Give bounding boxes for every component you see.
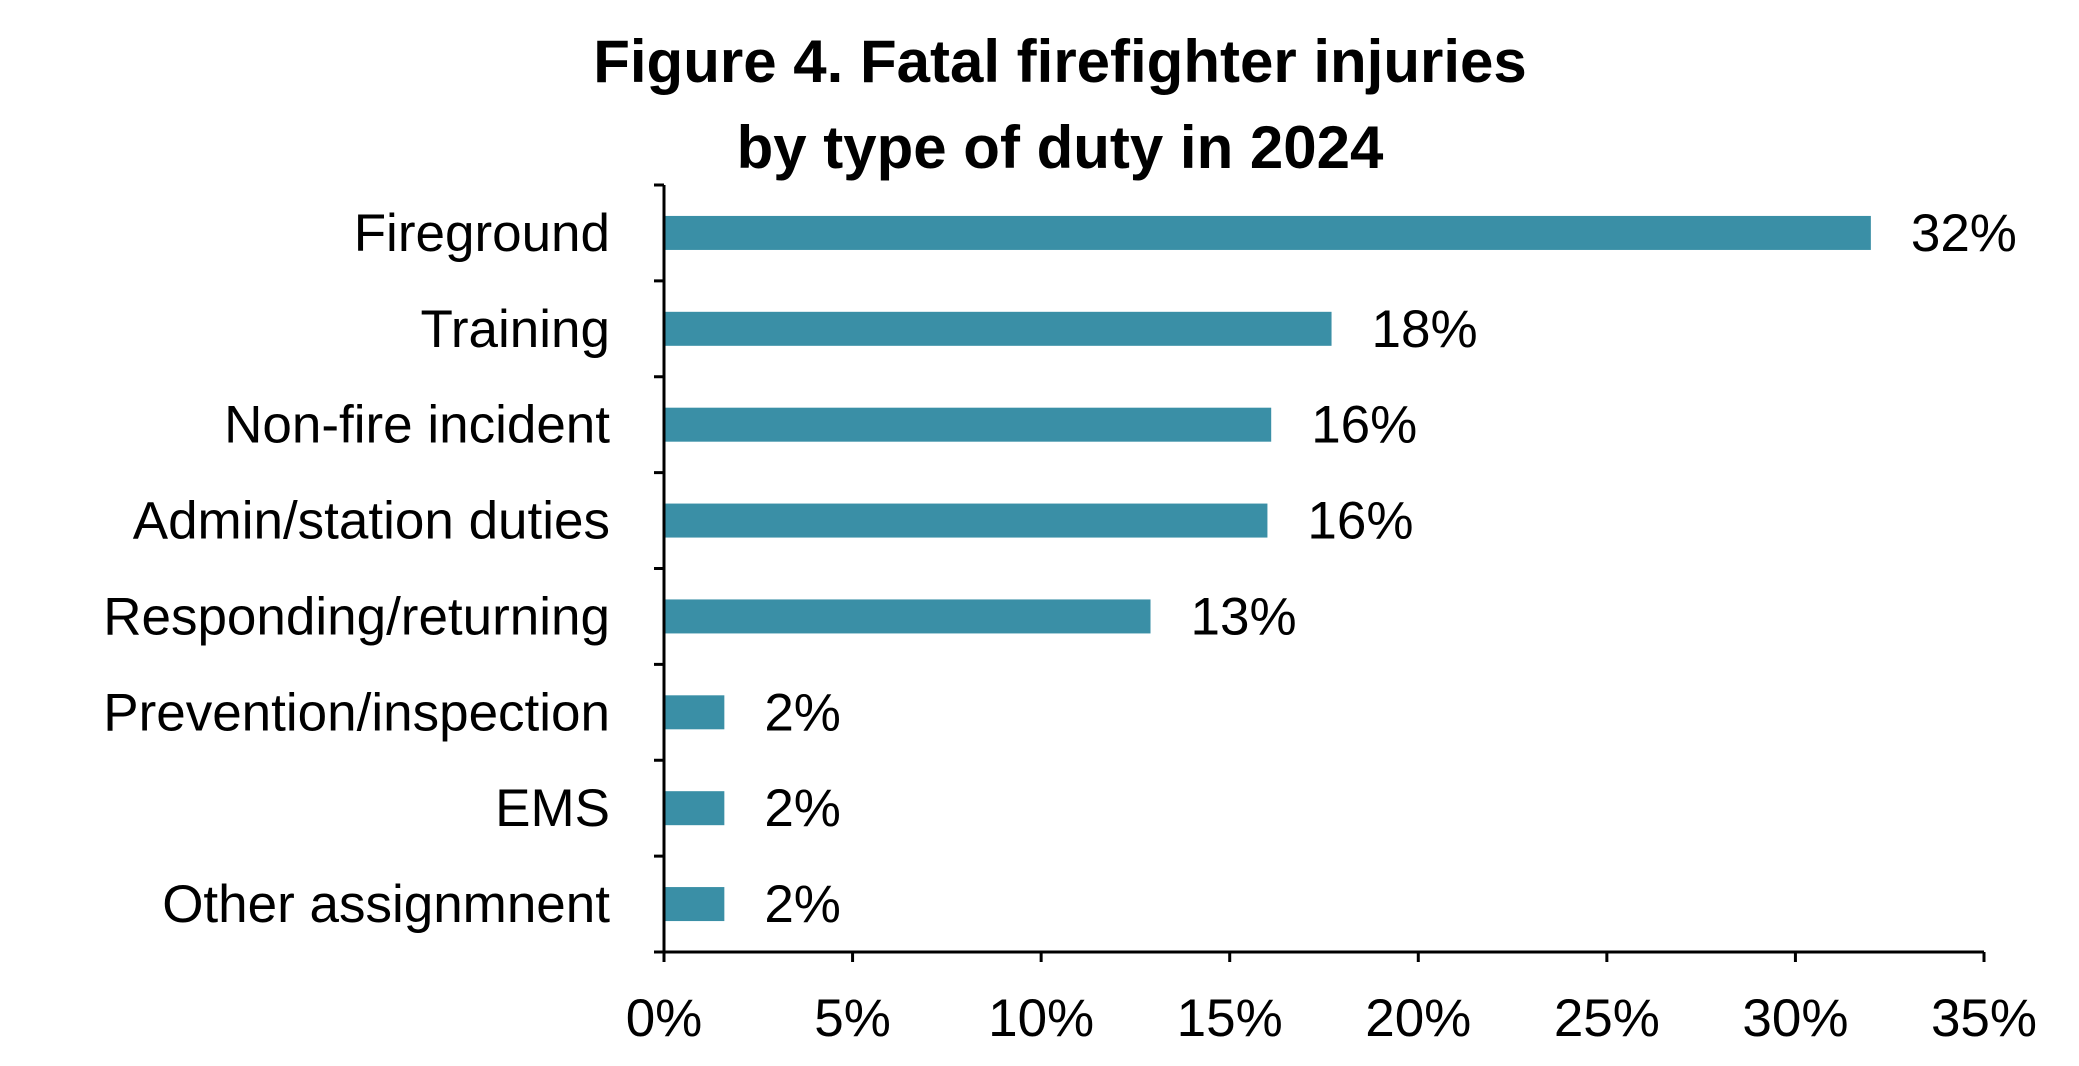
x-tick-label-6: 30% [1742, 989, 1848, 1048]
data-label-2: 18% [1372, 300, 1478, 359]
bar-3 [664, 407, 1272, 442]
data-label-4: 16% [1307, 492, 1413, 551]
data-label-8: 2% [764, 875, 841, 934]
category-label-5: Responding/returning [103, 587, 610, 646]
bar-7 [664, 791, 725, 826]
bar-8 [664, 887, 725, 922]
category-label-2: Training [420, 300, 610, 359]
category-label-7: EMS [495, 779, 610, 838]
bar-4 [664, 503, 1268, 538]
category-label-4: Admin/station duties [133, 492, 610, 551]
data-label-5: 13% [1191, 587, 1297, 646]
data-label-7: 2% [764, 779, 841, 838]
data-label-3: 16% [1311, 396, 1417, 455]
x-tick-label-4: 20% [1365, 989, 1471, 1048]
data-label-1: 32% [1911, 204, 2017, 263]
category-label-8: Other assignmnent [162, 875, 610, 934]
chart-title: Figure 4. Fatal firefighter injuries by … [593, 28, 1527, 181]
chart-title-line-2: by type of duty in 2024 [737, 114, 1384, 181]
x-tick-label-0: 0% [626, 989, 703, 1048]
bar-5 [664, 599, 1151, 634]
bar-2 [664, 311, 1332, 346]
x-tick-label-2: 10% [988, 989, 1094, 1048]
plot-area: Fireground 32% Training 18% Non-fire inciden… [103, 183, 2037, 1048]
x-tick-label-5: 25% [1554, 989, 1660, 1048]
x-tick-label-3: 15% [1177, 989, 1283, 1048]
category-label-6: Prevention/inspection [103, 683, 610, 742]
bar-6 [664, 695, 725, 730]
data-label-6: 2% [764, 683, 841, 742]
chart-title-line-1: Figure 4. Fatal firefighter injuries [593, 28, 1527, 95]
x-tick-label-7: 35% [1931, 989, 2037, 1048]
x-tick-label-1: 5% [814, 989, 891, 1048]
category-label-3: Non-fire incident [224, 396, 610, 455]
bar-1 [664, 215, 1871, 250]
category-label-1: Fireground [354, 204, 610, 263]
